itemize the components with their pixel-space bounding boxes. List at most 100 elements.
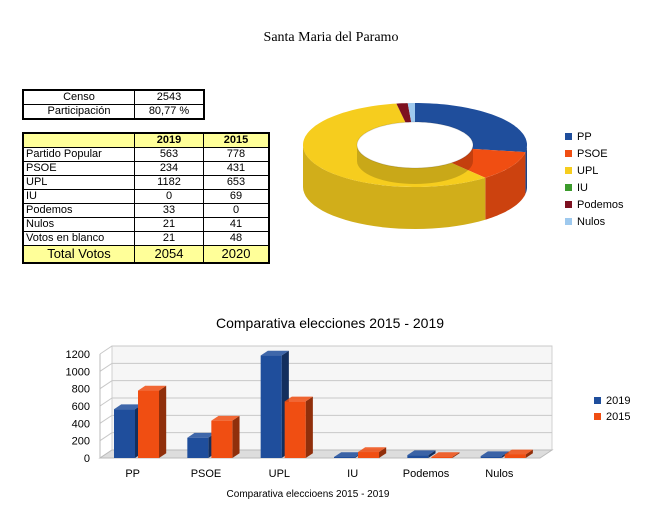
bar-top-2015-iu — [358, 447, 387, 453]
summary-row: Participación 80,77 % — [22, 104, 205, 120]
bar-top-2015-pp — [138, 385, 167, 391]
y-tick-label: 600 — [72, 401, 90, 413]
bar-side-2015-psoe — [232, 415, 240, 458]
table-row: IU 0 69 — [22, 189, 270, 204]
y-tick-label: 400 — [72, 418, 90, 430]
legend-label-psoe: PSOE — [577, 148, 608, 160]
bar-top-2019-psoe — [187, 432, 216, 438]
bar-side-2019-podemos — [428, 450, 436, 458]
bar-top-2019-pp — [114, 404, 143, 410]
donut-hole-shadow — [357, 145, 473, 184]
donut-slice-psoe — [451, 148, 526, 178]
gridline — [99, 345, 552, 355]
table-row: Podemos 33 0 — [22, 203, 270, 218]
donut-hole-edge — [356, 121, 474, 169]
legend-label-2015: 2015 — [606, 411, 630, 423]
y-tick-label: 1200 — [66, 349, 90, 361]
table-row: Nulos 21 41 — [22, 217, 270, 232]
legend-label-podemos: Podemos — [577, 199, 624, 211]
bar-2019-nulos — [480, 456, 502, 458]
bar-top-2019-nulos — [480, 451, 509, 457]
y-tick-label: 800 — [72, 384, 90, 396]
bar-side-2015-iu — [379, 447, 387, 458]
legend-swatch-nulos — [565, 218, 572, 225]
x-tick-label: Podemos — [403, 468, 450, 480]
legend-label-upl: UPL — [577, 165, 598, 177]
legend-swatch-2019 — [594, 397, 601, 404]
total-value: 2020 — [203, 245, 270, 264]
bar-2019-iu — [334, 457, 355, 458]
legend-label-pp: PP — [577, 131, 592, 143]
donut-side-psoe — [485, 152, 526, 220]
bar-top-2015-upl — [284, 396, 313, 402]
value-cell: 48 — [203, 231, 270, 246]
total-label: Total Votos — [22, 245, 135, 264]
total-row: Total Votos 2054 2020 — [22, 245, 270, 264]
donut-side-upl — [303, 145, 486, 229]
total-value: 2054 — [134, 245, 204, 264]
bar-2019-upl — [260, 355, 282, 458]
gridline — [99, 380, 552, 390]
x-tick-label: Nulos — [485, 468, 514, 480]
header-cell — [22, 132, 135, 148]
value-cell: 21 — [134, 231, 204, 246]
x-tick-label: PSOE — [191, 468, 222, 480]
bar-2015-pp — [138, 390, 159, 458]
summary-table: Censo 2543 Participación 80,77 % — [22, 89, 205, 120]
gridline — [99, 362, 552, 372]
bar-top-2015-podemos — [431, 452, 460, 457]
results-header-row: 2019 2015 — [22, 132, 270, 148]
bar-2015-iu — [358, 452, 379, 458]
gridline — [99, 397, 552, 407]
bar-2015-upl — [284, 401, 306, 458]
summary-label: Participación — [22, 104, 135, 120]
x-tick-label: PP — [125, 468, 140, 480]
x-tick-label: UPL — [269, 468, 290, 480]
legend-label-2019: 2019 — [606, 395, 630, 407]
legend-label-iu: IU — [577, 182, 588, 194]
donut-slice-upl — [303, 103, 486, 187]
legend-swatch-iu — [565, 184, 572, 191]
page-title: Santa Maria del Paramo — [263, 30, 399, 45]
gridline — [99, 432, 552, 442]
bar-2019-podemos — [407, 455, 429, 458]
bar-side-2015-podemos — [452, 452, 460, 458]
results-table: 2019 2015 Partido Popular 563 778 PSOE 2… — [22, 132, 270, 264]
value-cell: 41 — [203, 217, 270, 232]
donut-slice-podemos — [396, 103, 412, 123]
bar-top-2019-iu — [334, 452, 363, 457]
table-row: PSOE 234 431 — [22, 161, 270, 176]
bar-side-2015-nulos — [525, 449, 533, 458]
bar-2015-nulos — [504, 454, 526, 458]
party-cell: Podemos — [22, 203, 135, 218]
table-row: UPL 1182 653 — [22, 175, 270, 190]
bar-top-2015-psoe — [211, 415, 240, 421]
chart-title: Comparativa elecciones 2015 - 2019 — [216, 315, 444, 331]
bar-top-2019-upl — [260, 350, 289, 356]
party-cell: PSOE — [22, 161, 135, 176]
bar-2015-psoe — [211, 420, 233, 458]
legend-swatch-2015 — [594, 413, 601, 420]
donut-slice-pp — [415, 103, 527, 153]
legend-swatch-psoe — [565, 150, 572, 157]
bar-top-2015-nulos — [504, 449, 533, 455]
bar-side-2015-upl — [305, 396, 313, 458]
bar-2019-psoe — [187, 437, 209, 458]
y-tick-label: 1000 — [66, 366, 90, 378]
bar-top-2019-podemos — [407, 450, 436, 456]
legend-swatch-upl — [565, 167, 572, 174]
bar-2015-podemos — [431, 457, 453, 458]
donut-side-pp — [525, 145, 527, 195]
legend-swatch-podemos — [565, 201, 572, 208]
x-axis-label: Comparativa eleccioens 2015 - 2019 — [227, 489, 390, 500]
bar-side-2015-pp — [159, 385, 167, 458]
legend-swatch-pp — [565, 133, 572, 140]
legend-label-nulos: Nulos — [577, 216, 606, 228]
gridline — [99, 414, 552, 424]
y-tick-label: 0 — [84, 453, 90, 465]
table-row: Votos en blanco 21 48 — [22, 231, 270, 246]
x-tick-label: IU — [347, 468, 358, 480]
donut-slice-nulos — [407, 103, 415, 122]
